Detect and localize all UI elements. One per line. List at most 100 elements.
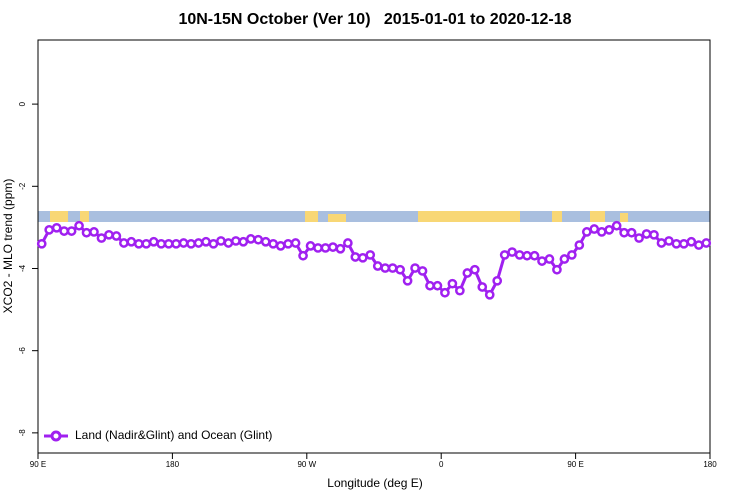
data-point (581, 227, 592, 237)
data-point (417, 266, 428, 276)
land-patch (328, 214, 346, 222)
x-tick-label: 0 (439, 460, 444, 469)
data-point (357, 252, 368, 263)
series-line (40, 223, 707, 298)
data-point (440, 287, 450, 298)
data-point (574, 240, 585, 250)
data-point (559, 254, 570, 264)
data-point (133, 238, 144, 249)
data-point (499, 250, 510, 260)
data-point (686, 236, 697, 247)
data-point (492, 275, 503, 286)
x-tick-label: 180 (703, 460, 717, 469)
data-point (432, 280, 443, 291)
land-patch (590, 211, 605, 222)
data-point (66, 226, 77, 236)
land-patch (552, 211, 562, 222)
data-point (111, 231, 122, 241)
data-point (596, 227, 607, 237)
data-point (380, 263, 391, 273)
data-point (656, 238, 667, 248)
data-point (320, 243, 331, 253)
data-point (223, 238, 234, 248)
data-point (44, 225, 55, 235)
land-patch (620, 213, 628, 222)
data-point (36, 238, 47, 249)
x-tick-label: 90 E (567, 460, 583, 469)
land-patch (80, 211, 89, 222)
data-point (148, 236, 159, 247)
data-point (96, 233, 107, 243)
data-point (171, 238, 181, 249)
data-point (484, 289, 495, 300)
data-point (238, 236, 249, 247)
data-point (402, 275, 413, 286)
data-point (104, 229, 114, 240)
data-point (141, 238, 152, 249)
data-point (193, 238, 204, 248)
data-point (589, 224, 600, 234)
data-point (522, 250, 532, 261)
data-point (626, 227, 637, 238)
data-point (410, 263, 420, 273)
data-point (455, 285, 465, 296)
data-point (260, 236, 271, 247)
land-ocean-strip (38, 211, 710, 222)
data-point (537, 256, 547, 266)
y-tick-label: -8 (18, 429, 27, 437)
data-point (126, 236, 137, 247)
data-point (201, 236, 211, 247)
chart-title: 10N-15N October (Ver 10) 2015-01-01 to 2… (178, 11, 571, 28)
data-point (89, 227, 99, 237)
data-point (328, 242, 338, 252)
y-tick-label: -2 (18, 182, 27, 190)
data-point (253, 234, 264, 245)
data-point (529, 250, 540, 261)
data-point (641, 229, 652, 239)
y-axis-label: XCO2 - MLO trend (ppm) (1, 179, 15, 314)
data-point (59, 226, 69, 236)
land-patch (305, 211, 318, 222)
y-tick-label: -4 (18, 264, 27, 272)
x-tick-label: 180 (166, 460, 180, 469)
data-point (619, 227, 629, 238)
y-tick-label: -6 (18, 347, 27, 355)
land-patch (50, 211, 68, 222)
land-patch (418, 211, 520, 222)
data-point (462, 268, 473, 278)
legend-marker (50, 430, 62, 442)
data-point (552, 264, 562, 275)
data-point (335, 243, 346, 254)
data-point (469, 264, 480, 275)
data-point (634, 233, 644, 243)
legend-label: Land (Nadir&Glint) and Ocean (Glint) (75, 428, 272, 442)
data-point (186, 238, 196, 249)
data-point (425, 280, 435, 291)
data-point (275, 241, 286, 251)
data-point (514, 250, 525, 260)
data-point (693, 240, 704, 250)
data-point (343, 238, 353, 248)
data-point (447, 278, 458, 289)
data-point (119, 238, 129, 248)
data-point (350, 252, 361, 262)
data-point (365, 250, 376, 260)
data-point (477, 282, 488, 292)
data-point (671, 238, 682, 249)
data-point (74, 220, 84, 231)
x-axis-label: Longitude (deg E) (327, 476, 422, 490)
data-point (216, 236, 226, 246)
data-point (290, 238, 301, 248)
data-point (245, 234, 256, 244)
data-point (507, 247, 517, 257)
x-tick-label: 90 E (30, 460, 46, 469)
data-point (51, 222, 62, 233)
data-point (387, 263, 398, 273)
data-point (81, 227, 92, 238)
data-point (649, 229, 659, 240)
data-point (231, 236, 241, 246)
ocean-strip (38, 211, 710, 222)
data-point (178, 238, 189, 248)
data-point (664, 236, 674, 246)
